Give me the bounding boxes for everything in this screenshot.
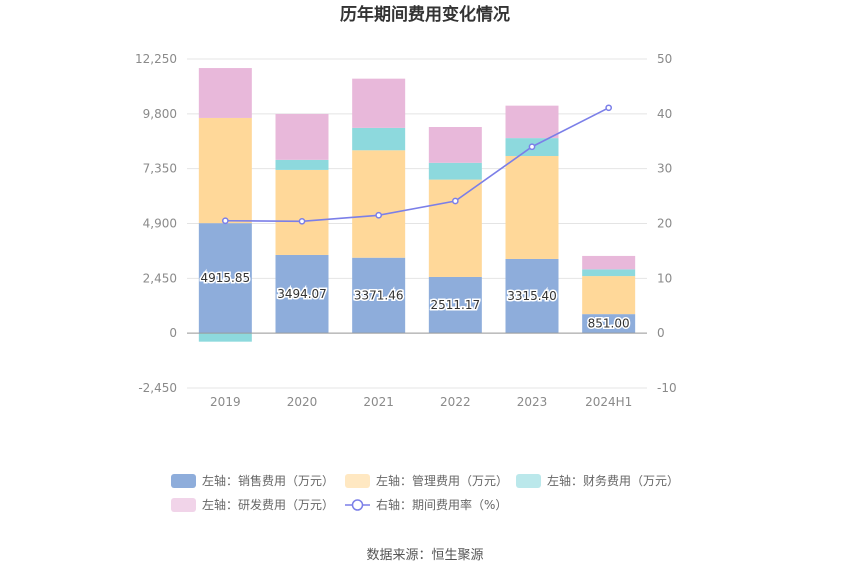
left-tick-label: 2,450 — [143, 271, 177, 285]
rate-point-2023 — [528, 143, 536, 151]
left-tick-label: 9,800 — [143, 107, 177, 121]
bar-1-2024H1 — [582, 276, 636, 315]
right-tick-label: 10 — [657, 271, 672, 285]
left-tick-label: 12,250 — [135, 52, 177, 66]
left-tick-label: 7,350 — [143, 162, 177, 176]
bar-1-2019 — [198, 117, 252, 224]
x-tick-label: 2021 — [363, 395, 394, 409]
data-source: 数据来源：恒生聚源 — [366, 548, 483, 563]
bar-data-label: 2511.17 — [431, 298, 481, 312]
x-tick-label: 2023 — [517, 395, 548, 409]
rate-point-2020 — [298, 217, 306, 225]
bar-3-2019 — [198, 68, 252, 118]
bar-1-2020 — [275, 169, 329, 255]
bar-data-label: 3494.07 — [277, 287, 327, 301]
right-tick-label: 0 — [657, 326, 665, 340]
bar-2-2024H1 — [582, 269, 636, 277]
right-axis: 50 40 30 20 10 0 -10 — [657, 52, 677, 395]
bar-data-label: 4915.85 — [201, 271, 251, 285]
legend-label: 右轴：期间费用率（%） — [376, 497, 507, 512]
bar-1-2021 — [352, 150, 406, 258]
bar-3-2024H1 — [582, 255, 636, 270]
bars — [198, 68, 636, 342]
chart-title: 历年期间费用变化情况 — [340, 4, 510, 25]
right-tick-label: 20 — [657, 217, 672, 231]
right-tick-label: 50 — [657, 52, 672, 66]
rate-point-2024H1 — [605, 104, 613, 112]
legend-label: 左轴：研发费用（万元） — [202, 497, 334, 512]
x-tick-label: 2020 — [287, 395, 318, 409]
left-tick-label: 4,900 — [143, 217, 177, 231]
bar-2-2022 — [428, 162, 482, 180]
bar-labels: 4915.85 3494.07 3371.46 2511.17 3315.40 851.0… — [199, 270, 631, 332]
x-axis: 2019 2020 2021 2022 2023 2024H1 — [187, 332, 647, 409]
x-tick-label: 2024H1 — [585, 395, 632, 409]
legend-swatch — [345, 474, 370, 488]
bar-0-2024H1 — [582, 314, 636, 334]
bar-0-2021 — [352, 257, 406, 334]
bar-0-2022 — [428, 276, 482, 334]
rate-point-2021 — [375, 211, 383, 219]
bar-0-2019 — [198, 223, 252, 334]
bar-data-label: 3371.46 — [354, 288, 404, 302]
rate-point-2022 — [451, 197, 459, 205]
left-tick-label: -2,450 — [138, 381, 177, 395]
bar-1-2022 — [428, 179, 482, 277]
left-axis: 12,250 9,800 7,350 4,900 2,450 0 -2,450 — [135, 52, 177, 395]
bar-3-2021 — [352, 78, 406, 128]
legend-swatch — [171, 498, 196, 512]
legend: 左轴：销售费用（万元） 左轴：管理费用（万元） 左轴：财务费用（万元） 左轴：研发费用… — [171, 473, 679, 512]
legend-line-marker — [351, 499, 364, 511]
bar-3-2022 — [428, 127, 482, 163]
bar-1-2023 — [505, 156, 559, 259]
x-tick-label: 2022 — [440, 395, 471, 409]
legend-label: 左轴：财务费用（万元） — [547, 473, 679, 488]
left-tick-label: 0 — [169, 326, 177, 340]
bar-3-2020 — [275, 113, 329, 160]
bar-0-2023 — [505, 258, 559, 334]
legend-swatch — [516, 474, 541, 488]
x-tick-label: 2019 — [210, 395, 241, 409]
right-tick-label: 30 — [657, 162, 672, 176]
bar-data-label: 851.00 — [588, 317, 630, 331]
expense-rate-polyline — [225, 107, 610, 223]
bar-2-2020 — [275, 159, 329, 170]
right-tick-label: 40 — [657, 107, 672, 121]
right-tick-label: -10 — [657, 381, 677, 395]
bar-2-2019 — [198, 333, 252, 342]
legend-label: 左轴：管理费用（万元） — [376, 473, 508, 488]
bar-2-2021 — [352, 127, 406, 151]
expense-rate-line — [221, 104, 613, 225]
grid — [187, 58, 647, 389]
rate-point-2019 — [221, 217, 229, 225]
bar-3-2023 — [505, 105, 559, 139]
legend-swatch — [171, 474, 196, 488]
legend-label: 左轴：销售费用（万元） — [202, 473, 334, 488]
bar-data-label: 3315.40 — [507, 289, 557, 303]
bar-0-2020 — [275, 254, 329, 334]
